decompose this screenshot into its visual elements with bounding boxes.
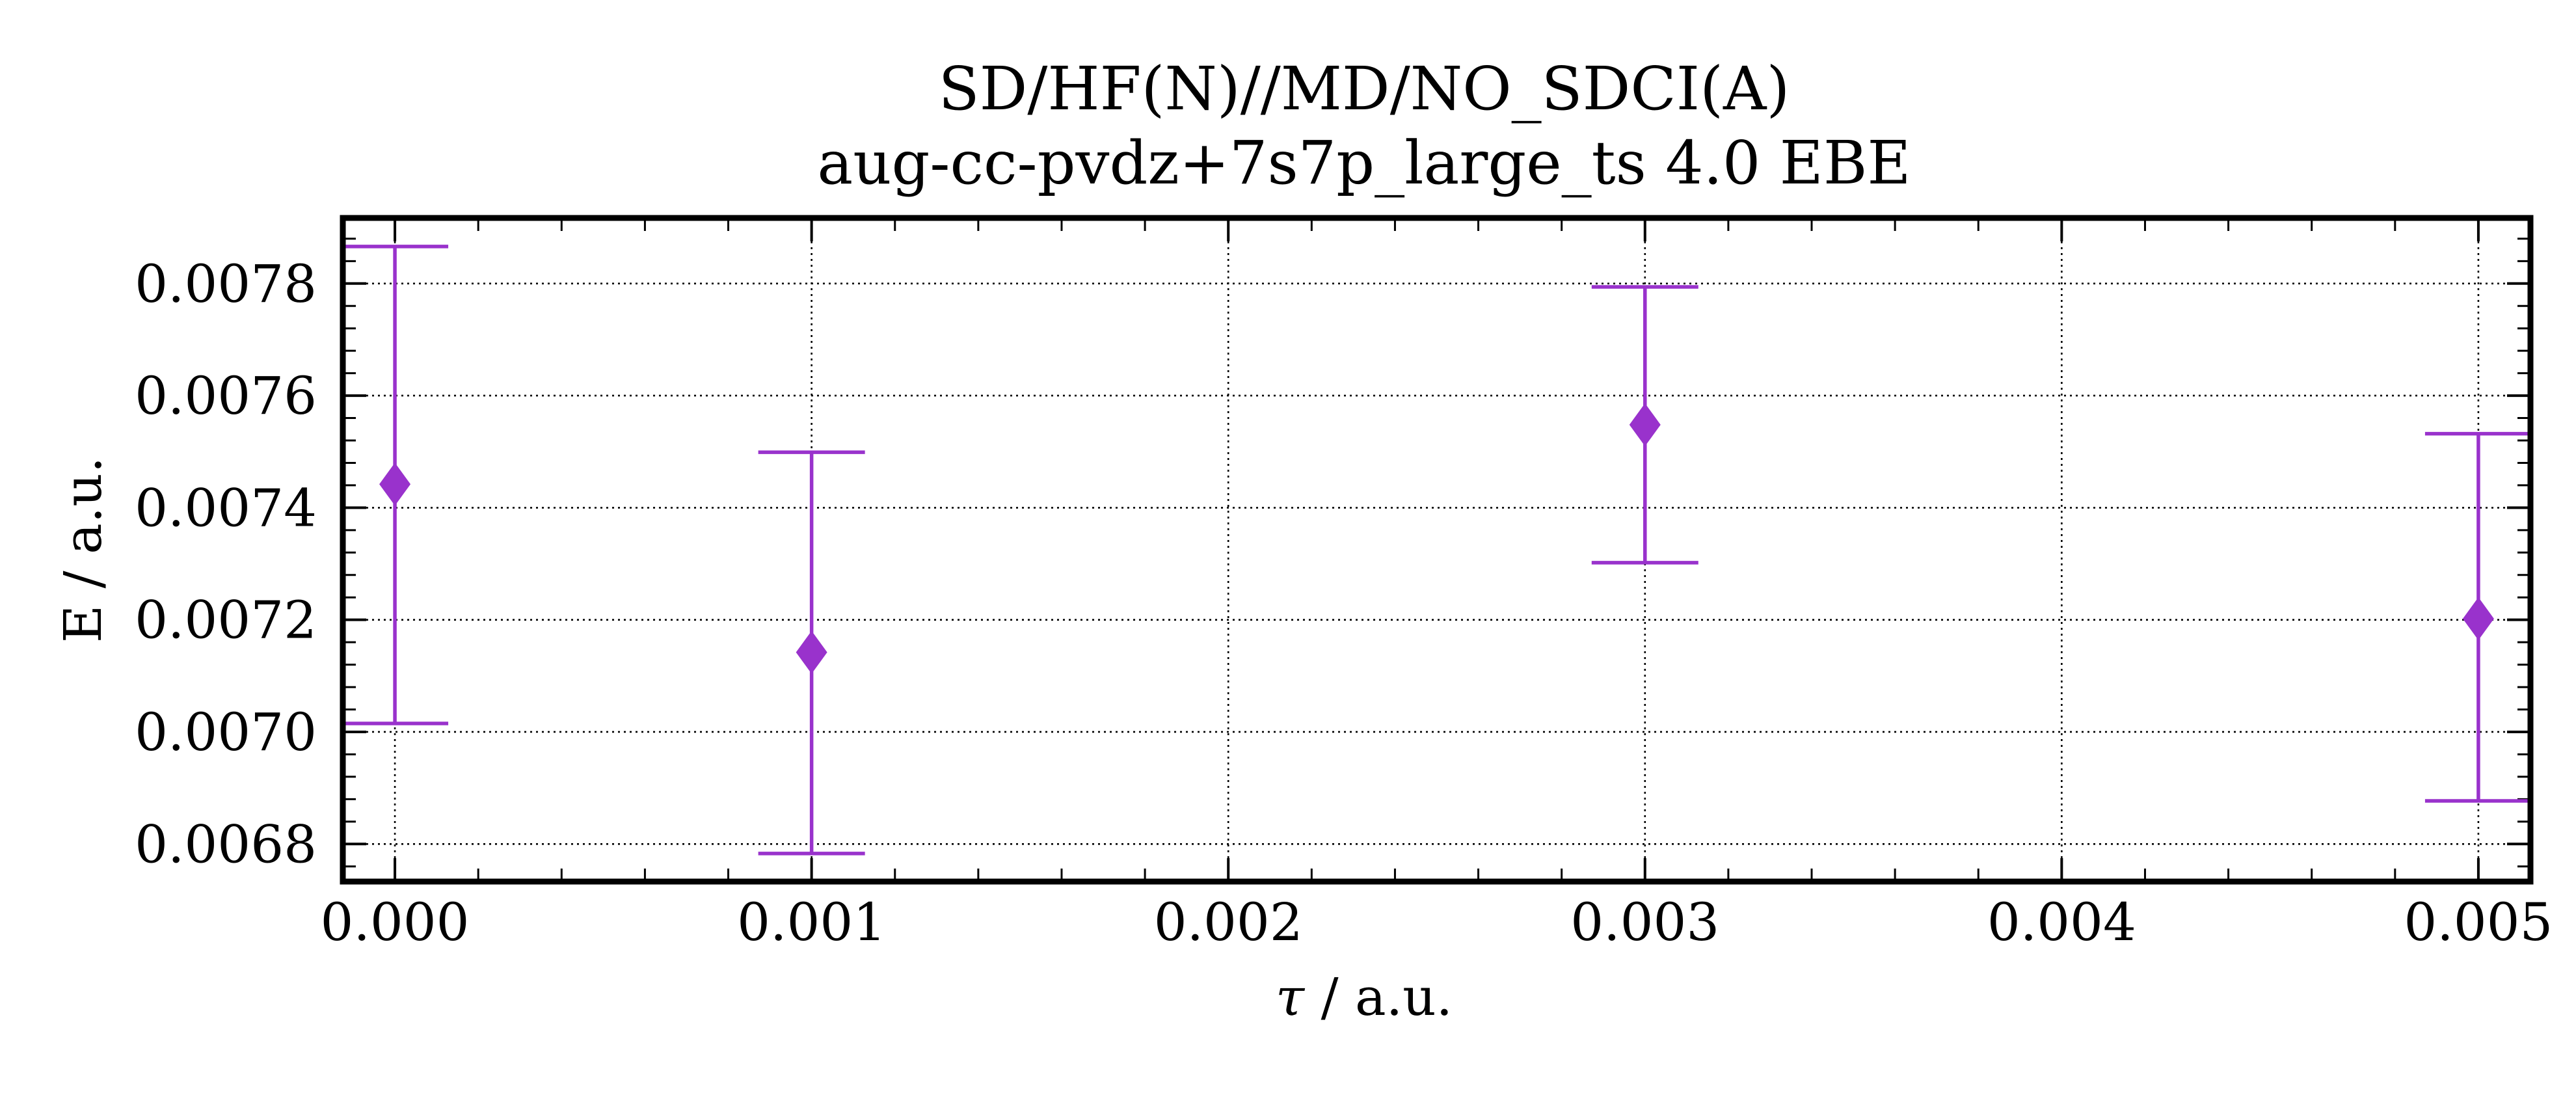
x-tick-label: 0.003: [1570, 892, 1719, 952]
x-axis-label: τ / a.u.: [1276, 967, 1453, 1027]
data-point-marker: [379, 463, 411, 506]
x-tick-label: 0.001: [737, 892, 886, 952]
x-tick-label: 0.002: [1154, 892, 1303, 952]
plot-frame: [340, 215, 2534, 885]
data-point-marker: [2462, 597, 2494, 640]
x-tick-label: 0.005: [2404, 892, 2553, 952]
chart-subtitle: aug-cc-pvdz+7s7p_large_ts 4.0 EBE: [817, 128, 1911, 198]
y-tick-label: 0.0076: [135, 366, 317, 426]
y-tick-label: 0.0070: [135, 702, 317, 762]
y-tick-label: 0.0068: [135, 814, 317, 874]
y-tick-label: 0.0074: [135, 478, 317, 538]
y-tick-label: 0.0072: [135, 590, 317, 651]
y-tick-label: 0.0078: [135, 254, 317, 314]
y-axis-label: E / a.u.: [53, 457, 113, 643]
chart-title: SD/HF(N)//MD/NO_SDCI(A): [939, 54, 1790, 124]
grid-lines: [343, 218, 2530, 882]
x-axis-symbol: τ: [1276, 967, 1306, 1027]
data-point-marker: [796, 630, 827, 674]
data-series: [342, 245, 2532, 856]
x-axis-unit: / a.u.: [1304, 967, 1453, 1027]
x-tick-label: 0.004: [1987, 892, 2136, 952]
x-tick-labels: 0.000 0.001 0.002 0.003 0.004 0.005: [321, 892, 2553, 952]
data-point-marker: [1629, 403, 1661, 446]
y-tick-labels: 0.0068 0.0070 0.0072 0.0074 0.0076 0.0078: [135, 254, 317, 874]
x-tick-label: 0.000: [321, 892, 470, 952]
